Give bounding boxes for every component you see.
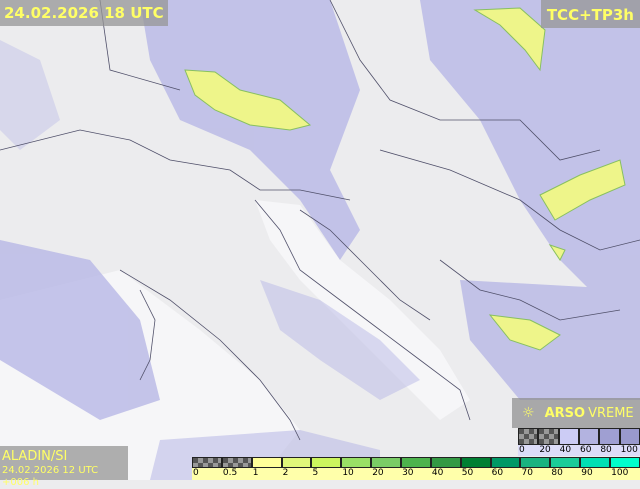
cloud-legend-labels: 0 20 40 60 80 100	[518, 445, 640, 456]
legend-swatch	[550, 457, 581, 468]
legend-swatch	[538, 428, 559, 445]
product-label: TCC+TP3h	[540, 0, 640, 28]
legend-tick-label: 1	[252, 468, 259, 478]
arso-vreme-logo: ☼ ARSO VREME	[512, 398, 640, 428]
legend-swatch	[490, 457, 521, 468]
legend-tick-label: 0.5	[222, 468, 238, 478]
legend-swatch	[599, 428, 620, 445]
legend-swatch	[341, 457, 372, 468]
model-info: ALADIN/SI 24.02.2026 12 UTC +006 h	[0, 446, 128, 488]
legend-swatch	[518, 428, 539, 445]
legend-tick-label: 90	[581, 468, 593, 478]
legend-swatch	[281, 457, 312, 468]
legend-tick-label: 30	[402, 468, 414, 478]
legend-tick-label: 20	[539, 445, 551, 455]
legend-tick-label: 10	[342, 468, 354, 478]
valid-datetime-label: 24.02.2026 18 UTC	[0, 0, 168, 26]
legend-swatch	[460, 457, 491, 468]
legend-tick-label: 0	[193, 468, 199, 478]
legend-tick-label: 5	[312, 468, 319, 478]
legend-tick-label: 80	[600, 445, 612, 455]
legend-swatch	[520, 457, 551, 468]
legend-tick-label: 20	[372, 468, 384, 478]
legend-swatch	[558, 428, 579, 445]
precipitation	[184, 7, 626, 351]
legend-tick-label: 50	[461, 468, 474, 478]
legend-tick-label: 60	[580, 445, 592, 455]
legend-tick-label: 70	[521, 468, 533, 478]
legend-swatch	[192, 457, 222, 468]
legend-swatch	[221, 457, 252, 468]
model-run: 24.02.2026 12 UTC +006 h	[2, 465, 99, 488]
legend-tick-label: 80	[551, 468, 563, 478]
precip-legend-bar	[192, 457, 640, 468]
legend-tick-label: 0	[519, 445, 525, 455]
precip-legend-labels: 0 0.5 1 2 5 10 20 30 40 50 60 70 80 90 100	[192, 468, 640, 480]
sun-cloud-icon: ☼	[522, 405, 535, 421]
legend-tick-label: 60	[491, 468, 504, 478]
legend-swatch	[580, 457, 611, 468]
legend-tick-label: 40	[431, 468, 444, 478]
legend-swatch	[578, 428, 600, 445]
legend-swatch	[430, 457, 461, 468]
legend-swatch	[251, 457, 282, 468]
logo-brand: ARSO	[544, 405, 586, 421]
legend-swatch	[610, 457, 640, 468]
model-name: ALADIN/SI	[2, 449, 68, 464]
legend-swatch	[311, 457, 342, 468]
logo-name: VREME	[588, 405, 634, 421]
legend-swatch	[371, 457, 402, 468]
legend-swatch	[619, 428, 640, 445]
legend-tick-label: 40	[559, 445, 572, 455]
legend-tick-label: 2	[282, 468, 289, 478]
sea-adriatic	[255, 200, 470, 420]
cloud-legend-bar	[518, 428, 640, 445]
legend-swatch	[401, 457, 431, 468]
legend-tick-label: 100	[620, 445, 638, 455]
legend-tick-label: 100	[611, 468, 629, 478]
